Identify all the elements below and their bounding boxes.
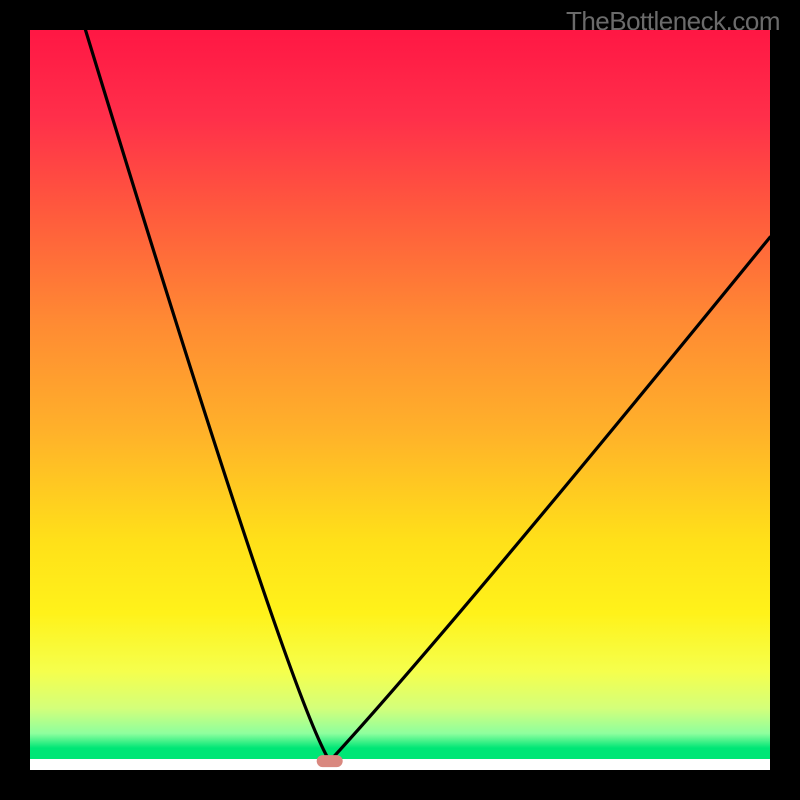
bottleneck-curve [30, 30, 770, 770]
optimum-marker [317, 755, 343, 767]
chart-frame: TheBottleneck.com [0, 0, 800, 800]
plot-area [30, 30, 770, 770]
curve-path [86, 30, 771, 761]
